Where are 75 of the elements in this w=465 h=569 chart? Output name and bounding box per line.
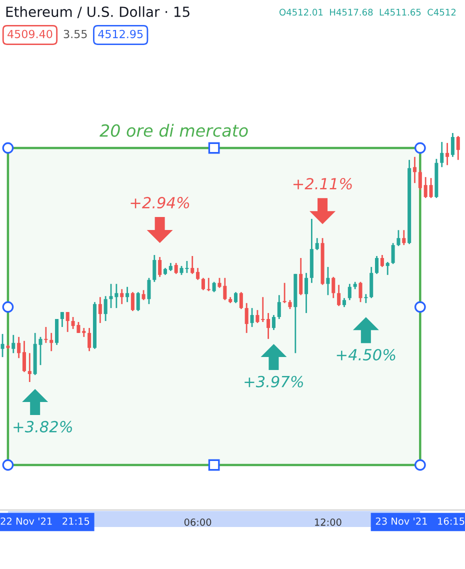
candlestick [266,312,270,340]
candlestick [446,142,450,166]
candlestick [218,277,222,289]
candlestick [206,277,210,292]
candlestick [456,135,460,161]
candlestick [130,291,134,312]
annotation: +4.50% [336,348,396,360]
candlestick [17,336,21,359]
candlestick [0,333,4,358]
candlestick [196,267,200,281]
candlestick [412,156,416,184]
candlestick [272,314,276,331]
candlestick [50,332,54,352]
x-tick-label: 12:00 [315,518,342,526]
text: 4509.40 [8,30,52,38]
text: 23 Nov '21 16:15 [376,517,464,525]
candlestick [44,326,48,344]
candlestick [358,281,362,303]
annotation: +3.97% [244,376,303,388]
candlestick [282,282,286,304]
candlestick [55,318,59,346]
candlestick [223,277,227,301]
candlestick [299,257,303,296]
candlestick [152,254,156,283]
candlestick [250,307,254,328]
candlestick [239,291,243,310]
candlestick [256,309,260,324]
candlestick [277,294,281,320]
band-label: 20 ore di mercato [100,124,248,137]
annotation: +2.94% [130,196,190,208]
candlestick [326,266,330,296]
candlestick [337,284,341,307]
candlestick [380,254,384,268]
candlestick [315,237,319,251]
candlestick [88,327,92,352]
candlestick [147,277,151,305]
candlestick [332,276,336,299]
candlestick [60,311,64,328]
candlestick [440,141,444,168]
text: +3.82% [14,420,72,432]
candlestick [174,262,178,275]
candlestick [136,291,140,312]
candlestick [450,132,454,158]
candlestick [234,291,238,304]
candlestick [396,229,400,247]
candlestick [142,289,146,301]
candlestick [190,255,194,275]
candlestick [22,340,26,373]
candlestick [120,288,124,305]
candlestick [402,229,406,246]
candlestick [98,296,102,324]
annotation: +2.11% [293,178,352,190]
candlestick [375,255,379,275]
text: 22 Nov '21 21:15 [0,517,90,525]
candlestick [391,242,395,265]
candlestick [126,286,130,303]
candlestick [28,352,32,383]
candlestick [158,256,162,278]
candlestick [364,293,368,304]
candlestick [66,311,70,333]
candlestick [261,296,265,323]
candlestick [348,283,352,301]
candlestick [12,334,16,354]
candlestick [386,261,390,276]
text: 3.55 [64,30,87,38]
text: 4512.95 [98,30,143,38]
candlestick [418,169,422,191]
x-tick-label: 06:00 [184,518,212,526]
candlestick [244,302,248,334]
chart-title: Ethereum / U.S. Dollar · 15 [6,6,190,18]
candlestick [212,281,216,293]
candlestick [304,272,308,314]
chart-subtitle: O4512.01 H4517.68 L4511.65 C4512 [280,8,456,16]
candlestick [104,295,108,322]
candlestick [201,277,205,291]
